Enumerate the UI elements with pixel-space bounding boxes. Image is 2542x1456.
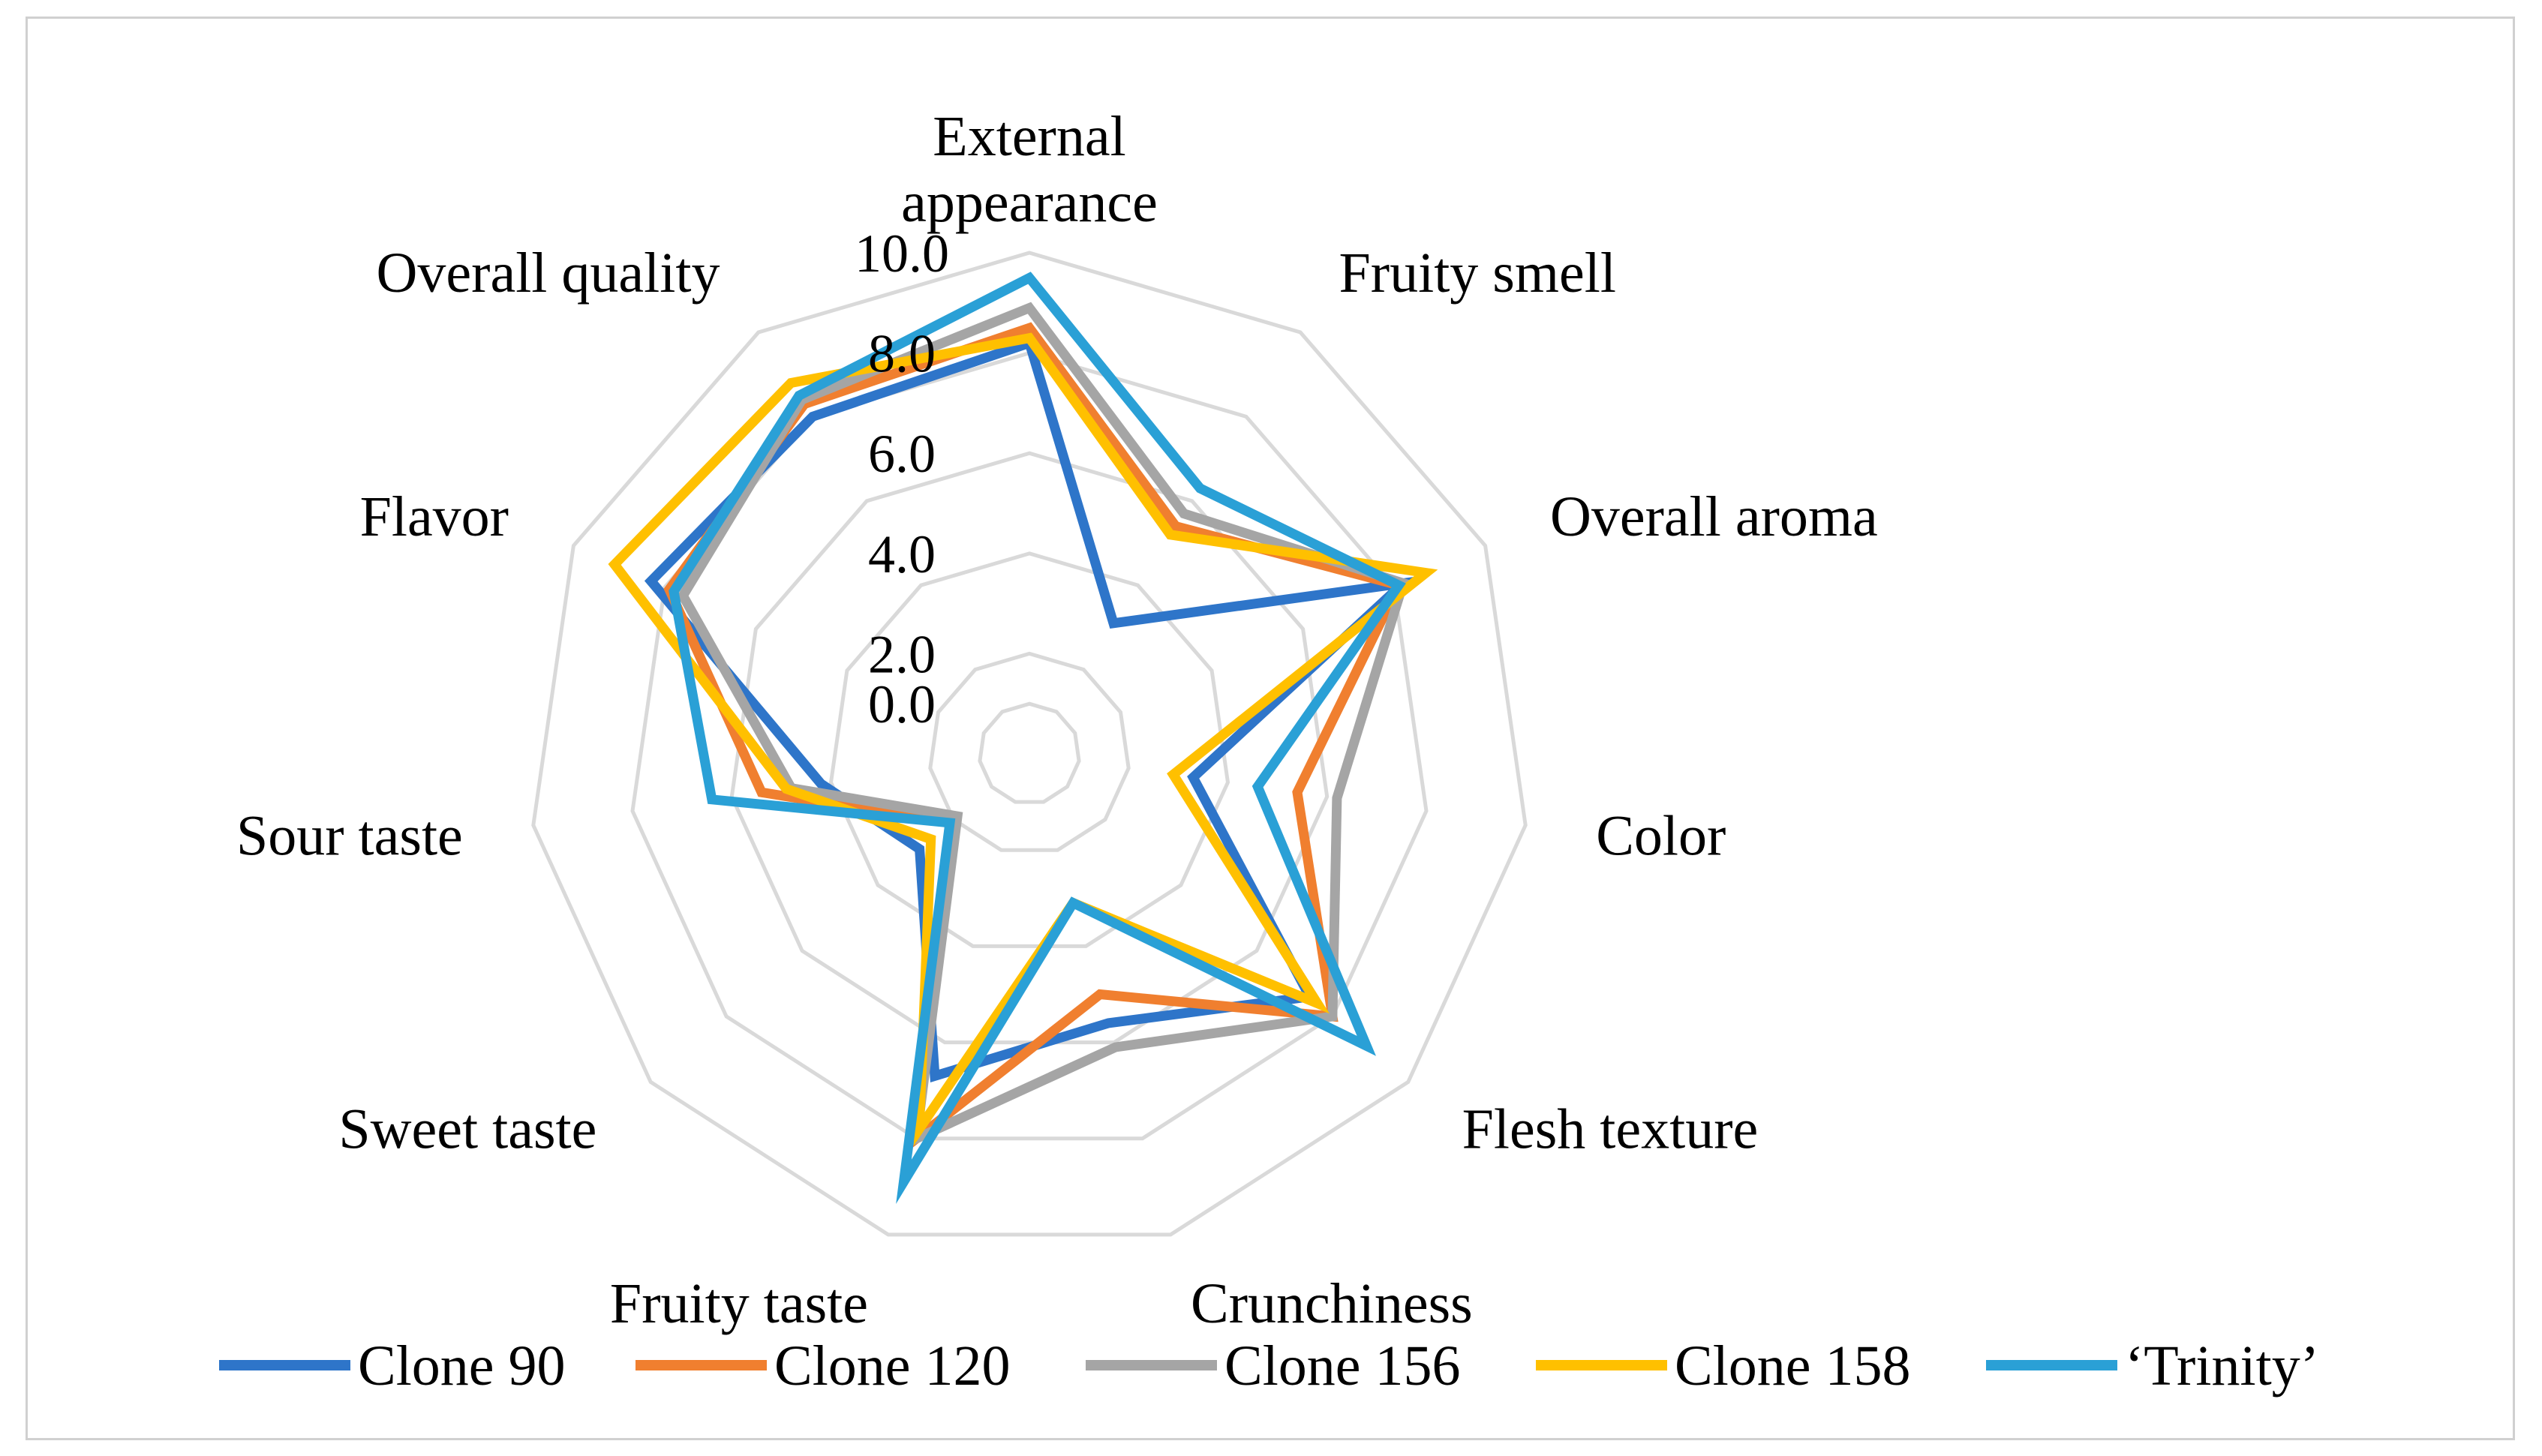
category-label: Sour taste (236, 805, 463, 868)
category-label: Overall quality (377, 242, 720, 305)
grid-ring-5 (531, 251, 1528, 1237)
legend-label-0: Clone 90 (358, 1334, 566, 1397)
category-label: Flesh texture (1462, 1098, 1759, 1161)
legend: Clone 90 Clone 120 Clone 156 Clone 158 ‘Trin… (219, 1334, 2319, 1397)
legend-label-1: Clone 120 (774, 1334, 1011, 1397)
category-label: Crunchiness (1191, 1272, 1473, 1335)
grid-ring-0 (978, 701, 1081, 804)
legend-label-3: Clone 158 (1675, 1334, 1911, 1397)
tick-label: 2.0 (868, 624, 936, 684)
category-label: Flavor (360, 485, 509, 548)
category-label: Fruity taste (610, 1272, 868, 1335)
grid-ring-2 (828, 551, 1230, 948)
tick-label: 4.0 (868, 524, 936, 584)
series-line-0 (644, 336, 1418, 1083)
legend-label-4: ‘Trinity’ (2125, 1334, 2319, 1397)
category-label: Sweet taste (338, 1098, 596, 1161)
category-label: appearance (901, 171, 1158, 234)
tick-label: 10.0 (855, 224, 949, 284)
series-line-4 (669, 272, 1406, 1204)
radial-tick-labels: 0.02.0 4.0 6.0 8.0 10.0 (855, 224, 949, 734)
tick-label: 6.0 (868, 424, 936, 484)
tick-label: 0.0 (868, 674, 936, 734)
legend-label-2: Clone 156 (1224, 1334, 1461, 1397)
series-line-3 (608, 332, 1438, 1146)
tick-label: 8.0 (868, 324, 936, 384)
series-lines (608, 272, 1438, 1204)
category-label: External (933, 105, 1125, 168)
chart-frame: 0.0 2.0 4.0 6.0 8.0 10.0 External appearance Fr… (26, 17, 2515, 1440)
category-label: Overall aroma (1550, 485, 1878, 548)
category-label: Color (1596, 805, 1726, 868)
grid-ring-1 (928, 651, 1131, 852)
category-label: Fruity smell (1339, 242, 1616, 305)
radar-grid (531, 251, 1528, 1237)
